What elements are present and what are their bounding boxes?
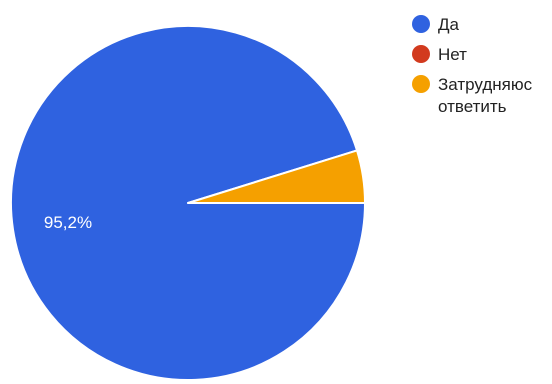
legend-swatch-2 bbox=[412, 75, 430, 93]
pie-slice-labels: 95,2% bbox=[44, 213, 92, 232]
chart-legend: Да Нет Затрудняюс ответить bbox=[412, 15, 533, 116]
legend-swatch-1 bbox=[412, 45, 430, 63]
pie-slices bbox=[10, 25, 366, 381]
pie-slice-2 bbox=[187, 149, 366, 204]
slice-label-0: 95,2% bbox=[44, 213, 92, 232]
legend-label-2: Затрудняюс ответить bbox=[438, 75, 533, 116]
legend-swatch-0 bbox=[412, 15, 430, 33]
legend-label-1: Нет bbox=[438, 45, 467, 64]
legend-label-0: Да bbox=[438, 15, 460, 34]
